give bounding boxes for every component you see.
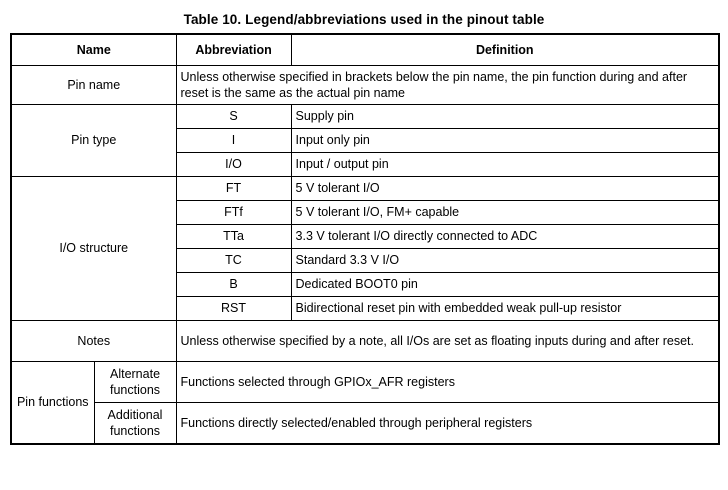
pin-type-def-i: Input only pin: [290, 128, 720, 153]
table-row: Notes Unless otherwise specified by a no…: [10, 320, 720, 362]
alternate-functions-label: Alternate functions: [93, 361, 177, 403]
table-row: I/O structure FT 5 V tolerant I/O: [10, 176, 720, 321]
io-structure-abbr-tc: TC: [175, 248, 292, 273]
pin-type-abbr-i: I: [175, 128, 292, 153]
table-row: Pin type S Supply pin: [10, 104, 720, 177]
table-row: Pin name Unless otherwise specified in b…: [10, 65, 720, 105]
column-header-definition: Definition: [290, 33, 720, 66]
io-structure-def-tc: Standard 3.3 V I/O: [290, 248, 720, 273]
table-row: Pin functions Alternate functions Functi…: [10, 361, 720, 444]
pin-type-def-s: Supply pin: [290, 104, 720, 129]
additional-functions-label: Additional functions: [93, 402, 177, 444]
column-header-abbreviation: Abbreviation: [175, 33, 292, 66]
pin-type-abbr-io: I/O: [175, 152, 292, 177]
io-structure-abbr-tta: TTa: [175, 224, 292, 249]
pin-type-abbr-s: S: [175, 104, 292, 129]
legend-abbreviations-table: Name Abbreviation Definition Pin name Un…: [10, 33, 721, 445]
header-row: Name Abbreviation Definition: [10, 33, 720, 66]
additional-functions-definition: Functions directly selected/enabled thro…: [175, 402, 720, 444]
table-row: Additional functions Functions directly …: [11, 402, 720, 444]
io-structure-abbr-ft: FT: [175, 176, 292, 201]
io-structure-def-ft: 5 V tolerant I/O: [290, 176, 720, 201]
pin-type-label: Pin type: [10, 104, 177, 177]
io-structure-def-b: Dedicated BOOT0 pin: [290, 272, 720, 297]
pin-name-definition: Unless otherwise specified in brackets b…: [175, 65, 720, 105]
io-structure-abbr-ftf: FTf: [175, 200, 292, 225]
io-structure-label: I/O structure: [10, 176, 177, 321]
column-header-name: Name: [10, 33, 177, 66]
table-row: FTf 5 V tolerant I/O, FM+ capable: [11, 200, 720, 225]
pin-functions-label: Pin functions: [10, 361, 95, 444]
table-row: TTa 3.3 V tolerant I/O directly connecte…: [11, 224, 720, 249]
io-structure-def-ftf: 5 V tolerant I/O, FM+ capable: [290, 200, 720, 225]
io-structure-abbr-rst: RST: [175, 296, 292, 321]
io-structure-def-rst: Bidirectional reset pin with embedded we…: [290, 296, 720, 321]
table-row: TC Standard 3.3 V I/O: [11, 248, 720, 273]
table-title: Table 10. Legend/abbreviations used in t…: [183, 12, 545, 27]
pin-name-label: Pin name: [10, 65, 177, 105]
pin-type-def-io: Input / output pin: [290, 152, 720, 177]
notes-definition: Unless otherwise specified by a note, al…: [175, 320, 720, 362]
io-structure-abbr-b: B: [175, 272, 292, 297]
notes-label: Notes: [10, 320, 177, 362]
alternate-functions-definition: Functions selected through GPIOx_AFR reg…: [175, 361, 720, 403]
io-structure-def-tta: 3.3 V tolerant I/O directly connected to…: [290, 224, 720, 249]
